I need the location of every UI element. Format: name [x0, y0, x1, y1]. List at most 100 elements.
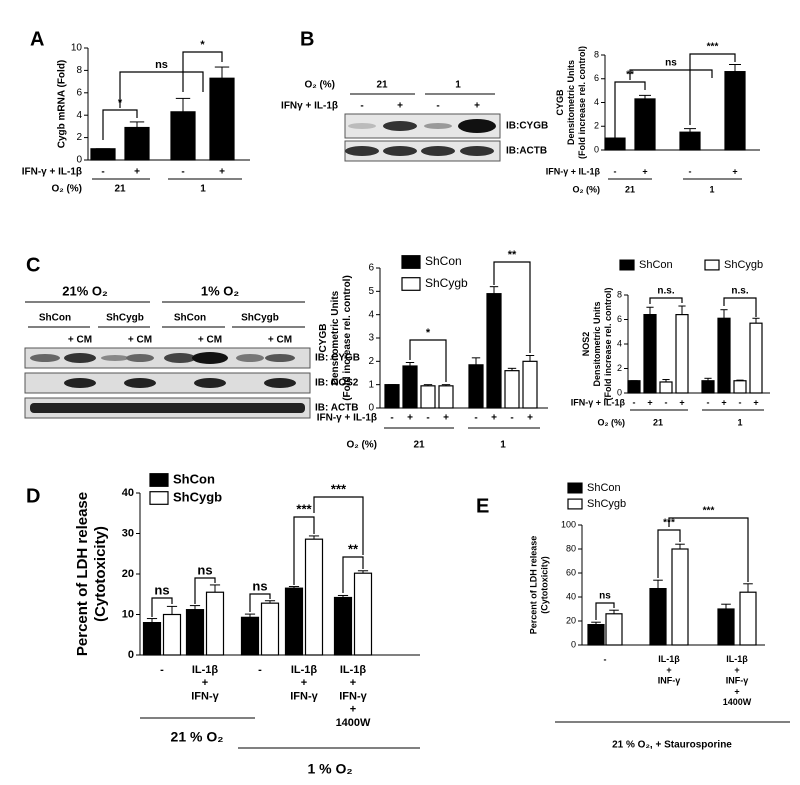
bar	[438, 385, 454, 409]
significance-bracket	[102, 109, 138, 140]
y-axis-label: Percent of LDH release(Cytotoxicity)	[74, 492, 109, 656]
blot-label: IB:CYGB	[506, 121, 548, 132]
y-tick-label: 6	[594, 73, 599, 83]
significance-bracket	[649, 297, 683, 304]
x-tick-label: -	[258, 664, 262, 676]
blot-label: IFNγ + IL-1β	[281, 101, 338, 112]
x-tick-label: +	[527, 413, 533, 424]
blot-label: ShCon	[39, 313, 71, 324]
significance-bracket	[723, 297, 757, 317]
y-tick-label: 2	[76, 132, 82, 143]
significance-bracket	[629, 69, 713, 80]
y-tick-label: 0	[594, 144, 599, 154]
significance-label: ***	[331, 481, 347, 496]
significance-bracket	[342, 556, 364, 593]
x-tick-label: -	[707, 397, 710, 407]
y-tick-label: 0	[571, 639, 576, 649]
x-tick-label: -	[689, 166, 692, 176]
y-tick-label: 6	[76, 87, 82, 98]
y-tick-label: 10	[122, 608, 134, 620]
x-tick-label: IL-1β + INF-γ +1400W	[723, 654, 752, 707]
blot-label: + CM	[268, 335, 292, 346]
y-tick-label: 0	[617, 387, 622, 397]
blot-label: + CM	[128, 335, 152, 346]
y-tick-label: 80	[566, 543, 576, 553]
bar	[353, 572, 373, 656]
blot-label: +	[397, 101, 403, 112]
y-tick-label: 6	[617, 314, 622, 324]
legend-swatch	[401, 255, 421, 269]
significance-label: **	[508, 249, 517, 261]
group-label: 21	[653, 417, 663, 427]
bar	[162, 613, 182, 656]
row-label: O₂ (%)	[573, 184, 601, 194]
significance-bracket	[119, 71, 204, 108]
significance-bracket	[657, 529, 681, 578]
legend-label: ShCygb	[724, 259, 763, 271]
bar	[675, 314, 689, 394]
significance-bracket	[182, 51, 223, 92]
group-label: 1	[500, 440, 506, 451]
significance-bracket	[668, 517, 749, 582]
x-tick-label: -	[474, 413, 477, 424]
legend-swatch	[401, 277, 421, 291]
blot-label: -	[360, 101, 363, 112]
blot-label: 1% O₂	[201, 283, 240, 298]
bar	[522, 360, 538, 409]
y-axis-label: Percent of LDH release(Cytotoxicity)	[529, 536, 550, 635]
significance-label: ***	[703, 506, 715, 517]
group-label: 21 % O₂	[171, 729, 224, 745]
y-tick-label: 4	[594, 97, 599, 107]
legend-swatch	[619, 259, 635, 271]
legend-swatch	[567, 482, 583, 494]
group-label: 1 % O₂	[307, 761, 352, 777]
row-label: IFN-γ + IL-1β	[546, 166, 601, 176]
x-tick-label: -	[739, 397, 742, 407]
legend-label: ShCygb	[173, 489, 222, 504]
significance-label: ns	[252, 578, 267, 593]
y-tick-label: 20	[122, 568, 134, 580]
blot-label: + CM	[198, 335, 222, 346]
legend-label: ShCon	[425, 254, 462, 268]
bar	[649, 587, 667, 646]
blot-label: + CM	[68, 335, 92, 346]
row-label: IFN-γ + IL-1β	[317, 413, 377, 424]
bar	[402, 365, 418, 409]
y-tick-label: 2	[617, 363, 622, 373]
x-tick-label: -	[665, 397, 668, 407]
x-tick-label: -	[633, 397, 636, 407]
x-tick-label: -	[390, 413, 393, 424]
blot-label: +	[474, 101, 480, 112]
significance-label: n.s.	[731, 286, 748, 297]
bar	[587, 623, 605, 646]
y-tick-label: 30	[122, 527, 134, 539]
y-tick-label: 0	[128, 649, 134, 661]
x-tick-label: +	[679, 397, 684, 407]
significance-bracket	[614, 81, 646, 143]
legend-label: ShCygb	[587, 498, 626, 510]
y-tick-label: 6	[368, 263, 374, 274]
bar	[717, 317, 731, 394]
bar	[679, 131, 701, 151]
significance-bracket	[493, 261, 531, 353]
bar	[170, 111, 196, 161]
panel-letter: C	[26, 254, 40, 276]
row-label: O₂ (%)	[346, 440, 377, 451]
legend-swatch	[704, 259, 720, 271]
bar	[486, 293, 502, 409]
blot-label: 1	[455, 80, 461, 91]
panel-letter: B	[300, 28, 314, 50]
row-label: IFN-γ + IL-1β	[571, 397, 626, 407]
y-axis-label: Cygb mRNA (Fold)	[57, 60, 68, 149]
x-tick-label: +	[732, 166, 737, 176]
row-label: IFN-γ + IL-1β	[22, 167, 82, 178]
bar	[671, 548, 689, 646]
y-tick-label: 8	[617, 289, 622, 299]
bar	[701, 380, 715, 394]
y-tick-label: 3	[368, 333, 374, 344]
y-tick-label: 40	[122, 487, 134, 499]
significance-bracket	[151, 597, 173, 617]
x-tick-label: +	[443, 413, 449, 424]
row-label: O₂ (%)	[51, 184, 82, 195]
